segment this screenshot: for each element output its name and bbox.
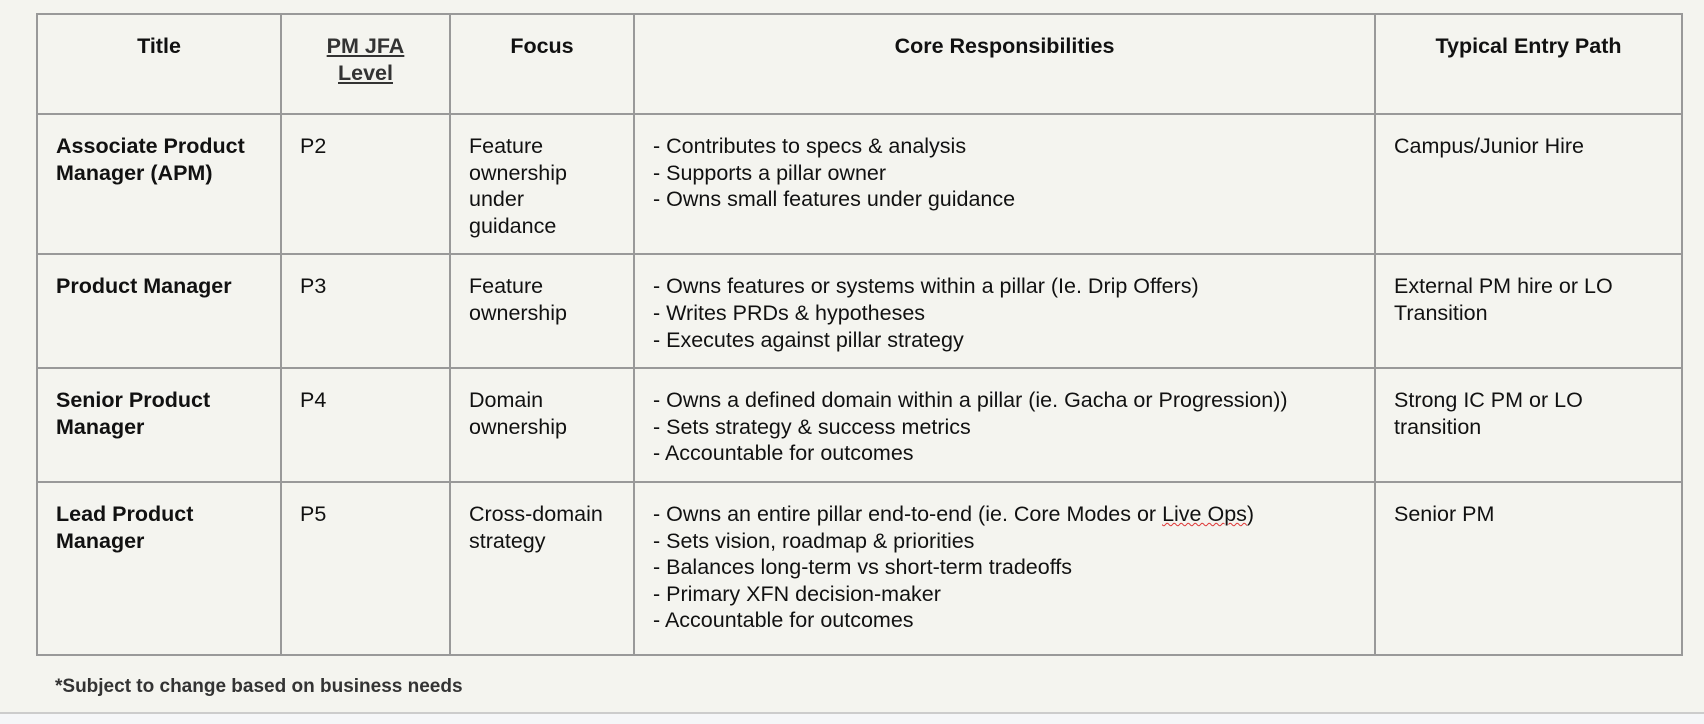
cell-title: Senior Product Manager [36, 367, 282, 483]
cell-title: Associate Product Manager (APM) [36, 112, 282, 256]
responsibility-item: - Owns features or systems within a pill… [653, 274, 1199, 299]
header-level[interactable]: PM JFA Level [280, 13, 451, 115]
cell-focus: Cross-domain strategy [449, 480, 635, 656]
cell-focus: Feature ownership under guidance [449, 112, 635, 256]
cell-responsibilities: - Owns features or systems within a pill… [633, 253, 1376, 370]
responsibility-item: - Supports a pillar owner [653, 160, 887, 185]
responsibility-item: - Accountable for outcomes [653, 441, 914, 466]
responsibility-item: - Owns small features under guidance [653, 187, 1016, 212]
cell-title: Lead Product Manager [36, 480, 282, 656]
responsibility-item: - Contributes to specs & analysis [653, 134, 967, 158]
responsibility-item: - Sets strategy & success metrics [653, 414, 971, 439]
responsibility-item: - Executes against pillar strategy [653, 327, 964, 352]
cell-title: Product Manager [36, 253, 282, 370]
table-row: Associate Product Manager (APM) P2 Feature… [36, 112, 1683, 256]
spellcheck-underline: Live Ops [1162, 501, 1247, 526]
cell-entry-path: Strong IC PM or LO transition [1374, 367, 1683, 483]
cell-responsibilities: - Owns a defined domain within a pillar … [633, 367, 1376, 483]
responsibility-item: - Owns an entire pillar end-to-end (ie. … [653, 501, 1255, 526]
responsibility-item: - Accountable for outcomes [653, 608, 914, 633]
header-entry-path: Typical Entry Path [1374, 13, 1683, 115]
bottom-divider [0, 712, 1704, 724]
header-title: Title [36, 13, 282, 115]
cell-focus: Domain ownership [449, 367, 635, 483]
table-row: Senior Product Manager P4 Domain ownership… [36, 367, 1683, 483]
cell-level: P4 [280, 367, 451, 483]
table-row: Lead Product Manager P5 Cross-domain strat… [36, 480, 1683, 656]
table-row: Product Manager P3 Feature ownership - Owns… [36, 253, 1683, 370]
responsibility-item: - Primary XFN decision-maker [653, 581, 941, 606]
cell-entry-path: External PM hire or LO Transition [1374, 253, 1683, 370]
level-link[interactable]: PM JFA Level [326, 34, 405, 85]
header-responsibilities: Core Responsibilities [633, 13, 1376, 115]
responsibility-item: - Owns a defined domain within a pillar … [653, 388, 1288, 413]
cell-level: P2 [280, 112, 451, 256]
cell-level: P3 [280, 253, 451, 370]
header-row: Title PM JFA Level Focus Core Responsibi… [36, 13, 1683, 115]
footnote: *Subject to change based on business nee… [55, 676, 463, 697]
cell-focus: Feature ownership [449, 253, 635, 370]
cell-responsibilities: - Contributes to specs & analysis - Suppo… [633, 112, 1376, 256]
career-levels-table: Title PM JFA Level Focus Core Responsibi… [36, 13, 1683, 656]
header-focus: Focus [449, 13, 635, 115]
cell-entry-path: Campus/Junior Hire [1374, 112, 1683, 256]
responsibility-item: - Sets vision, roadmap & priorities [653, 528, 975, 553]
cell-entry-path: Senior PM [1374, 480, 1683, 656]
cell-responsibilities: - Owns an entire pillar end-to-end (ie. … [633, 480, 1376, 656]
cell-level: P5 [280, 480, 451, 656]
responsibility-item: - Balances long-term vs short-term trade… [653, 555, 1073, 580]
responsibility-item: - Writes PRDs & hypotheses [653, 300, 926, 325]
